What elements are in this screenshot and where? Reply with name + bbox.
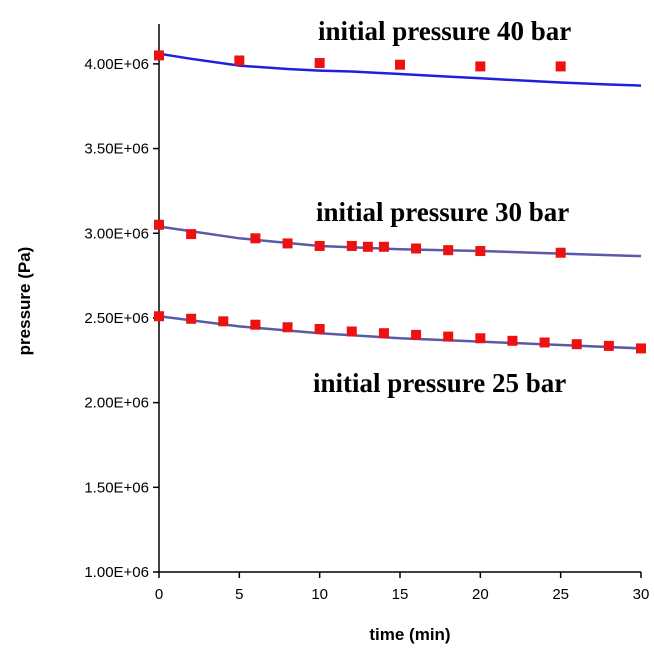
series-2 [154, 311, 646, 354]
data-point [154, 311, 164, 322]
y-tick-label: 1.00E+06 [84, 564, 149, 581]
x-axis-title: time (min) [369, 625, 450, 644]
axes [158, 24, 641, 573]
x-tick-label: 5 [235, 586, 243, 603]
data-point [250, 233, 261, 244]
y-tick-label: 1.50E+06 [84, 479, 149, 496]
x-tick-label: 0 [155, 586, 163, 603]
annotation-25-bar: initial pressure 25 bar [313, 368, 566, 398]
data-point [218, 316, 229, 327]
data-point [378, 241, 389, 252]
annotation-30-bar: initial pressure 30 bar [316, 197, 569, 227]
series [154, 50, 646, 354]
data-point [555, 61, 566, 72]
data-point [411, 243, 422, 254]
data-point [571, 339, 582, 350]
data-point [443, 331, 454, 342]
data-point [362, 241, 373, 252]
data-point [378, 328, 389, 339]
fit-line-1 [158, 225, 642, 258]
y-tick-label: 4.00E+06 [84, 56, 149, 73]
x-tick-label: 25 [552, 586, 569, 603]
y-tick-label: 3.00E+06 [84, 225, 149, 242]
x-tick-label: 10 [311, 586, 328, 603]
series-0 [154, 50, 642, 87]
y-tick-label: 2.00E+06 [84, 395, 149, 412]
data-point [539, 337, 550, 348]
data-point [346, 240, 357, 251]
data-point [154, 50, 164, 61]
series-1 [154, 219, 642, 258]
y-axis-title: pressure (Pa) [15, 247, 34, 356]
x-tick-label: 15 [392, 586, 409, 603]
fit-line-2 [158, 314, 642, 350]
data-point [282, 238, 293, 249]
data-point [395, 59, 405, 70]
annotation-40-bar: initial pressure 40 bar [318, 16, 571, 46]
fit-line-0 [158, 52, 642, 87]
x-tick-label: 30 [633, 586, 650, 603]
data-point [507, 335, 518, 346]
data-point [314, 323, 325, 334]
data-point [475, 61, 486, 72]
y-tick-label: 3.50E+06 [84, 141, 149, 158]
data-point [186, 313, 197, 324]
data-point [475, 333, 486, 344]
data-point [250, 319, 261, 330]
x-axis-ticks: 0 5 10 15 20 25 30 [155, 572, 650, 603]
data-point [555, 247, 566, 258]
data-point [411, 329, 422, 340]
data-point [186, 229, 197, 240]
data-point [346, 326, 357, 337]
x-tick-label: 20 [472, 586, 489, 603]
data-point [314, 58, 325, 69]
y-tick-label: 2.50E+06 [84, 310, 149, 327]
y-axis-ticks: 1.00E+06 1.50E+06 2.00E+06 2.50E+06 3.00E+06… [84, 56, 159, 581]
data-point [603, 340, 614, 351]
data-point [154, 219, 164, 230]
data-point [234, 55, 245, 66]
data-point [314, 240, 325, 251]
data-point [443, 245, 454, 256]
data-point [475, 246, 486, 257]
data-point [636, 343, 646, 354]
data-point [282, 322, 293, 333]
